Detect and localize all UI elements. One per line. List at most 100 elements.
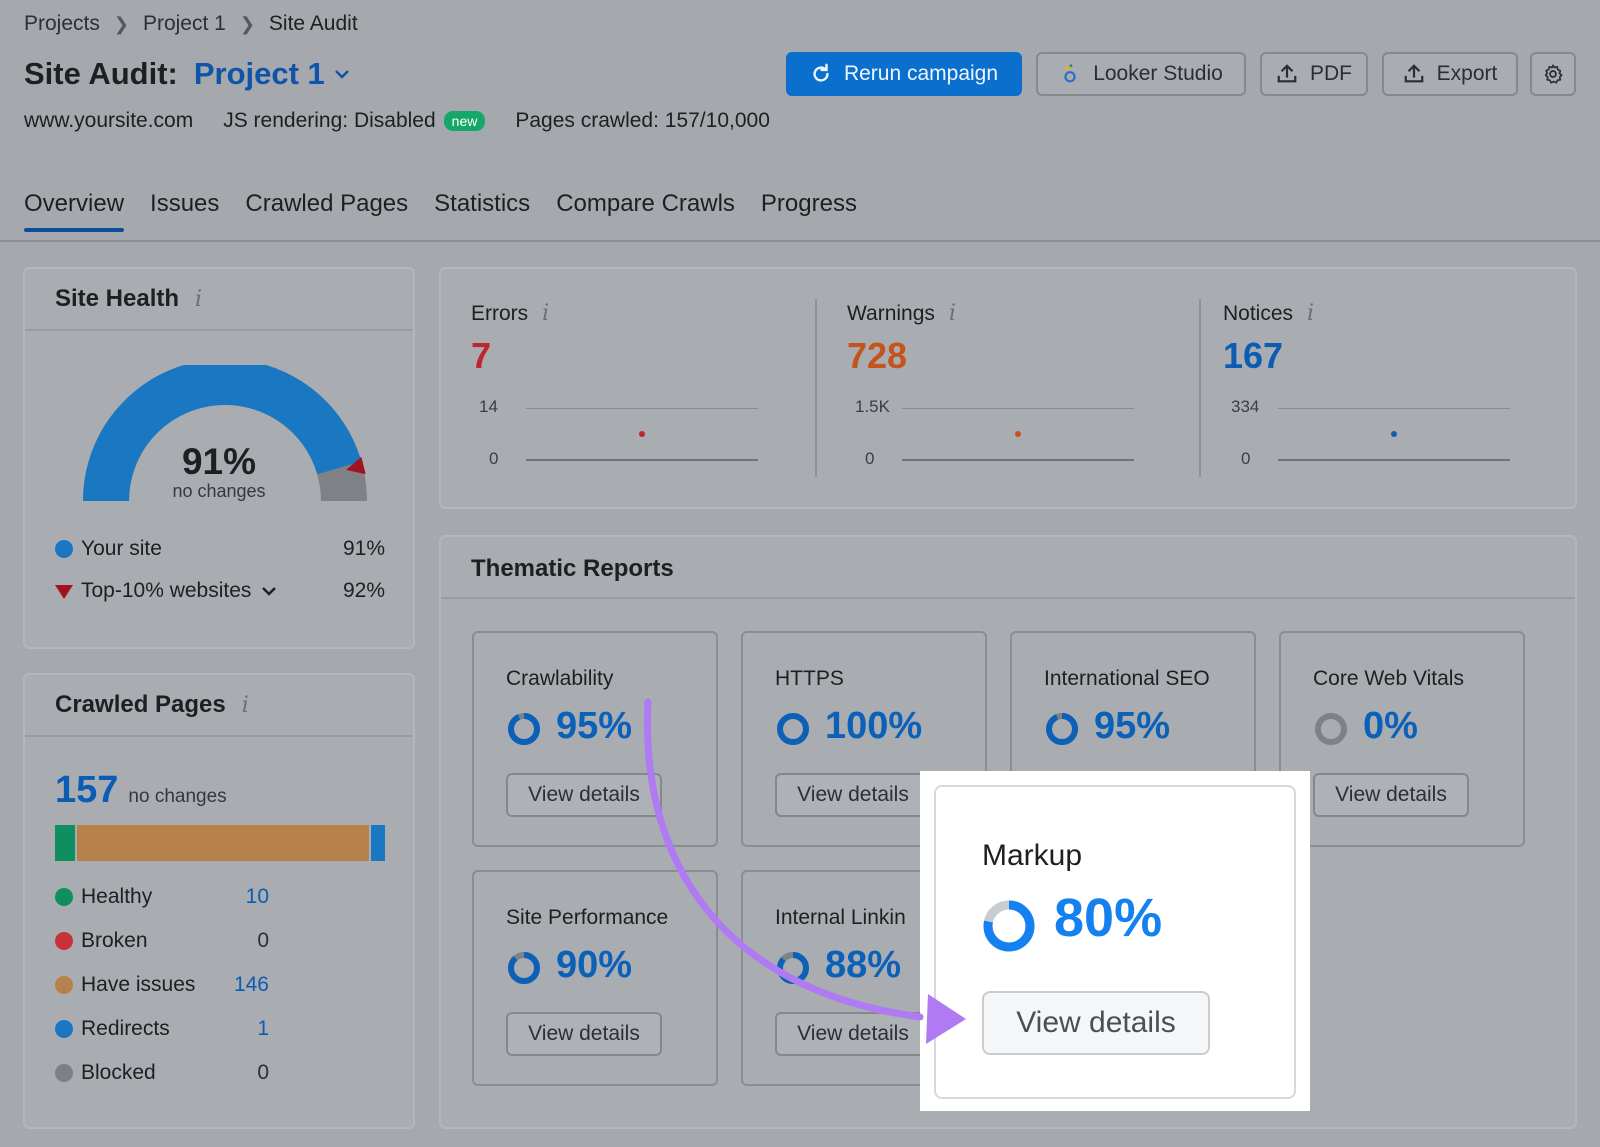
view-details-button[interactable]: View details <box>775 773 931 817</box>
legend-value: 92% <box>342 579 385 602</box>
report-progress-ring <box>508 952 540 984</box>
thematic-report-card: Crawlability 95% View details <box>472 631 718 847</box>
status-dot <box>55 888 73 906</box>
report-name: Core Web Vitals <box>1313 667 1464 690</box>
gear-icon <box>1544 64 1563 84</box>
info-icon[interactable]: i <box>241 692 249 718</box>
status-dot <box>55 976 73 994</box>
tab-overview[interactable]: Overview <box>24 190 125 232</box>
crawled-pages-title-text: Crawled Pages <box>55 691 226 718</box>
column-divider <box>815 299 817 477</box>
site-health-card: Site Health i 91% no changes Your site 9… <box>23 267 415 649</box>
info-icon[interactable]: i <box>195 286 203 312</box>
thematic-report-card: Site Performance 90% View details <box>472 870 718 1086</box>
report-progress-ring <box>1046 713 1078 745</box>
view-details-button[interactable]: View details <box>775 1012 931 1056</box>
issue-data-point[interactable] <box>1015 431 1021 438</box>
crawled-total-value[interactable]: 157 <box>55 769 119 811</box>
status-dot <box>55 1020 73 1038</box>
report-progress-ring <box>1315 713 1347 745</box>
rerun-campaign-button[interactable]: Rerun campaign <box>786 52 1022 96</box>
status-dot <box>55 1064 73 1082</box>
breadcrumb: Projects ❯ Project 1 ❯ Site Audit <box>24 12 358 36</box>
export-button[interactable]: Export <box>1382 52 1518 96</box>
view-details-button[interactable]: View details <box>1313 773 1469 817</box>
issue-label-text: Errors <box>471 301 529 325</box>
status-count[interactable]: 1 <box>257 1017 269 1040</box>
report-name: International SEO <box>1044 667 1210 690</box>
view-details-button[interactable]: View details <box>506 773 662 817</box>
report-name: Site Performance <box>506 906 669 929</box>
looker-label: Looker Studio <box>1093 62 1223 85</box>
issues-summary-card: Errors i 7 14 0 Warnings i 728 1.5K 0 Notices i 167 3… <box>439 267 1577 509</box>
triangle-down-icon <box>55 585 73 599</box>
legend-top10[interactable]: Top-10% websites 92% <box>55 579 385 603</box>
status-label: Healthy <box>81 885 153 908</box>
tab-crawled-pages[interactable]: Crawled Pages <box>245 190 409 217</box>
js-rendering-text: JS rendering: Disabled <box>223 109 436 132</box>
axis-min-label: 0 <box>489 449 499 468</box>
project-selector[interactable]: Project 1 <box>194 56 351 92</box>
arrow-curve <box>643 698 924 1021</box>
view-details-button[interactable]: View details <box>506 1012 662 1056</box>
top10-marker <box>346 456 366 475</box>
issue-count[interactable]: 167 <box>1223 335 1284 376</box>
legend-value: 91% <box>342 537 385 560</box>
markup-name: Markup <box>982 839 1083 872</box>
new-badge: new <box>443 111 486 131</box>
site-domain[interactable]: www.yoursite.com <box>24 109 194 132</box>
crawl-status-row: Redirects 1 <box>55 1017 269 1041</box>
status-count[interactable]: 146 <box>233 973 269 996</box>
markup-percent: 80% <box>1054 888 1163 948</box>
crawl-bar-segment[interactable] <box>55 825 75 861</box>
site-health-gauge <box>83 365 367 502</box>
crawl-status-row: Healthy 10 <box>55 885 269 909</box>
crawl-bar-segment[interactable] <box>371 825 385 861</box>
crawl-status-row: Have issues 146 <box>55 973 269 997</box>
axis-baseline <box>902 459 1134 461</box>
tab-compare-crawls[interactable]: Compare Crawls <box>556 190 735 217</box>
report-progress-ring <box>777 713 809 745</box>
status-count: 0 <box>257 1061 269 1084</box>
legend-label: Your site <box>81 537 162 560</box>
report-name: Crawlability <box>506 667 614 690</box>
looker-studio-icon <box>1064 64 1076 83</box>
pdf-button[interactable]: PDF <box>1260 52 1368 96</box>
tab-progress[interactable]: Progress <box>760 190 857 217</box>
issue-label: Warnings i <box>847 301 956 326</box>
crawl-status-row: Broken 0 <box>55 929 269 953</box>
legend-your-site: Your site 91% <box>55 537 385 561</box>
info-icon[interactable]: i <box>948 301 956 326</box>
issue-count[interactable]: 7 <box>471 335 492 376</box>
issue-count[interactable]: 728 <box>847 335 908 376</box>
markup-report-card: Markup 80% View details <box>934 785 1296 1099</box>
issue-label: Errors i <box>471 301 549 326</box>
status-count[interactable]: 10 <box>245 885 269 908</box>
breadcrumb-projects[interactable]: Projects <box>24 12 100 35</box>
axis-max-label: 1.5K <box>855 397 890 416</box>
legend-label: Top-10% websites <box>81 579 252 602</box>
issue-data-point[interactable] <box>639 430 645 437</box>
markup-view-details-button[interactable]: View details <box>982 991 1210 1055</box>
page-title-text: Site Audit: <box>24 56 178 91</box>
rerun-label: Rerun campaign <box>843 62 999 85</box>
status-label: Have issues <box>81 973 196 996</box>
axis-max-label: 14 <box>479 397 498 416</box>
crawl-bar-segment[interactable] <box>77 825 369 861</box>
js-rendering-status[interactable]: JS rendering: Disabled new <box>223 109 486 133</box>
info-icon[interactable]: i <box>542 301 550 326</box>
tab-issues[interactable]: Issues <box>150 190 220 217</box>
markup-progress-ring <box>983 900 1035 952</box>
chevron-down-icon <box>334 70 349 79</box>
thematic-reports-title: Thematic Reports <box>471 555 674 582</box>
issue-data-point[interactable] <box>1391 430 1397 437</box>
gridline <box>902 408 1134 409</box>
breadcrumb-project[interactable]: Project 1 <box>142 12 226 35</box>
looker-studio-button[interactable]: Looker Studio <box>1036 52 1246 96</box>
info-icon[interactable]: i <box>1307 301 1315 326</box>
thematic-report-card: Core Web Vitals 0% View details <box>1279 631 1525 847</box>
tab-statistics[interactable]: Statistics <box>434 190 531 217</box>
issue-label: Notices i <box>1223 301 1314 326</box>
settings-button[interactable] <box>1530 52 1576 96</box>
